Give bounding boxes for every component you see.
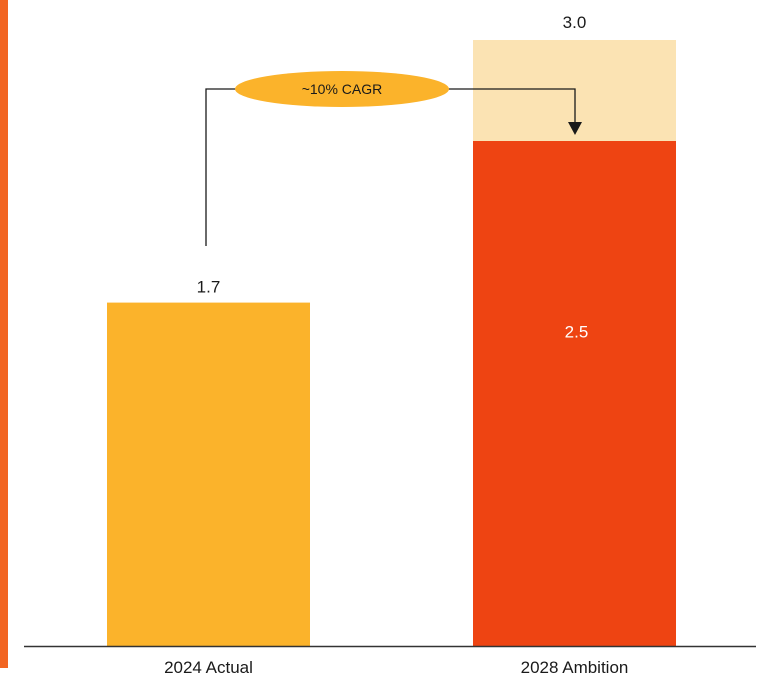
bar-2028-ambition-base bbox=[473, 141, 676, 646]
cagr-callout-pill bbox=[235, 71, 449, 107]
x-tick-label-2028-ambition: 2028 Ambition bbox=[521, 658, 629, 677]
arrow-down-icon bbox=[568, 122, 582, 135]
cagr-callout-label: ~10% CAGR bbox=[302, 81, 383, 97]
left-accent-stripe bbox=[0, 0, 8, 668]
x-tick-label-2024-actual: 2024 Actual bbox=[164, 658, 253, 677]
bar-2024-actual bbox=[107, 302, 310, 646]
data-label-2028-ambition-base: 2.5 bbox=[565, 323, 589, 342]
data-label-2024-actual: 1.7 bbox=[197, 278, 221, 297]
data-label-2028-ambition-total: 3.0 bbox=[563, 13, 587, 32]
